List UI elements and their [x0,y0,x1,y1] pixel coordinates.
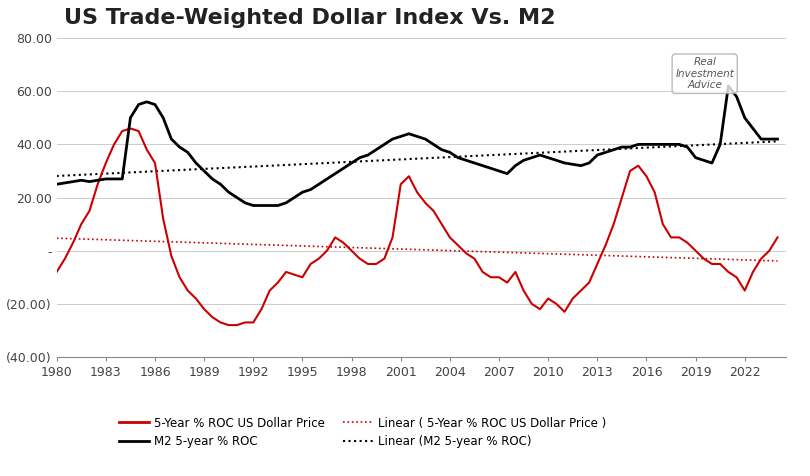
Text: US Trade-Weighted Dollar Index Vs. M2: US Trade-Weighted Dollar Index Vs. M2 [64,8,556,28]
Text: Real
Investment
Advice: Real Investment Advice [676,57,734,90]
Legend: 5-Year % ROC US Dollar Price, M2 5-year % ROC, Linear ( 5-Year % ROC US Dollar P: 5-Year % ROC US Dollar Price, M2 5-year … [114,412,612,453]
